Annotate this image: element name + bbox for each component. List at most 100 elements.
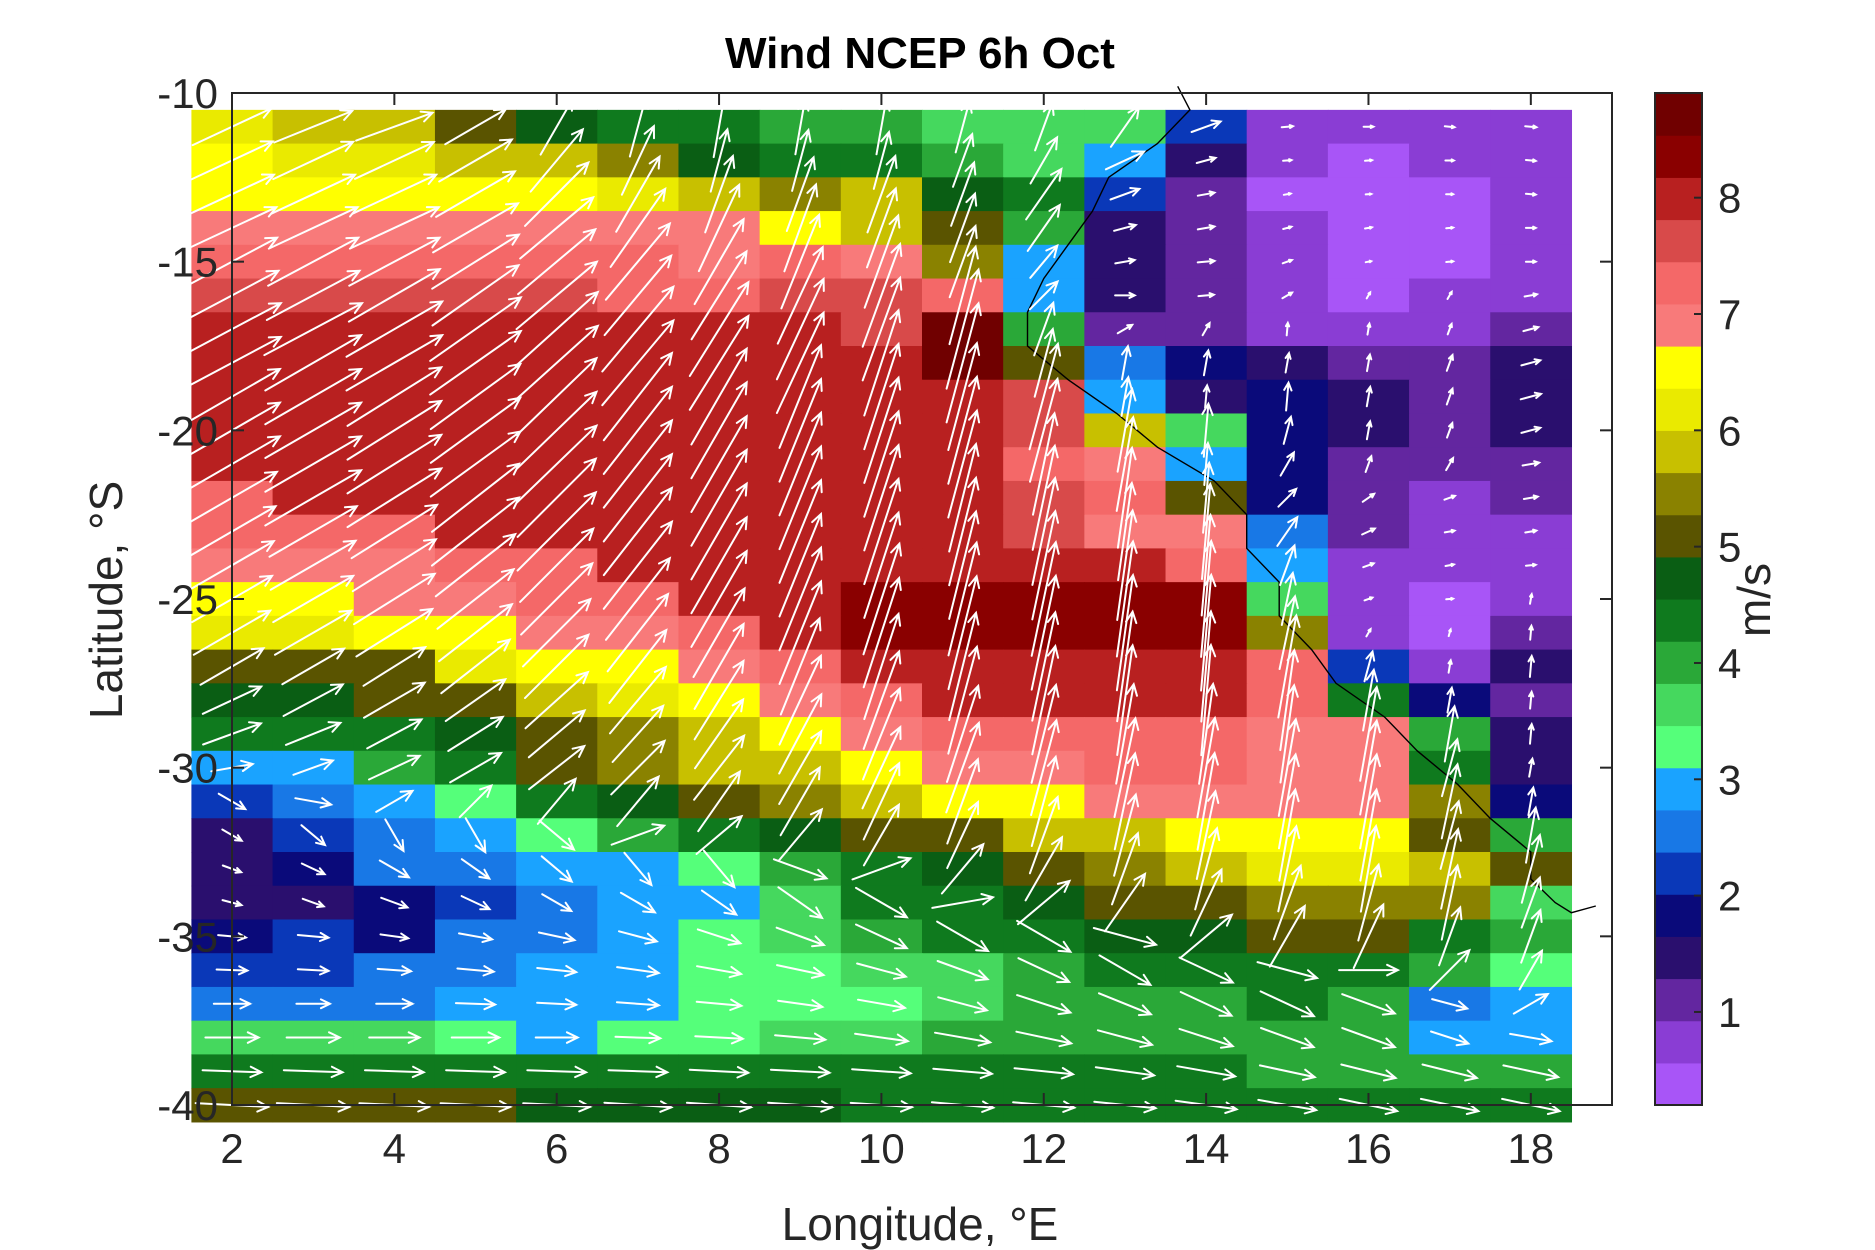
wind-arrow	[1016, 919, 1073, 953]
wind-arrow	[264, 435, 364, 493]
colorbar-tick-label: 1	[1718, 989, 1741, 1036]
wind-arrow	[1103, 872, 1147, 933]
wind-arrow	[281, 647, 347, 686]
wind-arrow	[620, 124, 655, 196]
wind-arrow	[440, 638, 512, 695]
wind-arrow	[444, 677, 508, 723]
wind-arrow	[1282, 158, 1294, 163]
wind-arrow	[1440, 826, 1462, 910]
wind-arrow	[866, 186, 898, 269]
wind-arrow	[776, 245, 824, 345]
wind-arrow	[346, 399, 444, 461]
wind-arrow	[1520, 358, 1543, 367]
wind-arrow	[454, 998, 498, 1011]
wind-arrow	[862, 575, 902, 689]
wind-arrow	[1094, 1066, 1157, 1080]
wind-arrow	[1364, 192, 1374, 196]
wind-arrow	[609, 187, 667, 268]
wind-arrow	[949, 191, 978, 264]
wind-arrow	[1201, 321, 1211, 337]
wind-arrow	[695, 998, 744, 1011]
wind-arrow	[1196, 715, 1220, 819]
wind-arrow	[1029, 243, 1059, 279]
wind-arrow	[1272, 863, 1303, 941]
wind-arrow	[1015, 1030, 1074, 1048]
wind-arrow	[520, 561, 594, 636]
wind-arrow	[866, 153, 898, 234]
wind-arrow	[872, 129, 893, 190]
y-tick-label: -30	[157, 745, 218, 792]
wind-arrow	[854, 1032, 911, 1046]
wind-arrow	[1117, 480, 1137, 582]
wind-arrow	[608, 628, 668, 704]
wind-arrow	[863, 375, 902, 484]
wind-arrow	[514, 324, 600, 401]
wind-arrow	[948, 475, 980, 587]
wind-arrow	[1280, 570, 1297, 626]
wind-arrow	[694, 697, 745, 770]
wind-arrow	[526, 1065, 589, 1079]
wind-arrow	[1527, 785, 1537, 817]
wind-arrow	[1109, 187, 1142, 201]
wind-arrow	[1446, 420, 1454, 439]
wind-arrow	[353, 572, 437, 626]
wind-arrow	[449, 751, 503, 784]
coastline-path	[1026, 85, 1596, 914]
colorbar-tick-label: 7	[1718, 291, 1741, 338]
wind-arrow	[1032, 411, 1059, 516]
wind-arrow	[946, 800, 980, 870]
wind-arrow	[354, 141, 436, 180]
wind-arrow	[948, 509, 980, 620]
wind-arrow	[863, 409, 902, 518]
wind-arrow	[778, 444, 823, 551]
wind-vectors	[182, 94, 1562, 1115]
wind-arrow	[346, 433, 444, 495]
wind-arrow	[948, 610, 980, 722]
wind-arrow	[778, 478, 823, 584]
y-tick-label: -15	[157, 239, 218, 286]
wind-arrow	[1113, 751, 1139, 851]
wind-arrow	[1528, 756, 1535, 778]
wind-arrow	[1527, 653, 1535, 678]
y-ticks: -40 -35 -30 -25 -20 -15 -10	[157, 70, 1612, 1129]
wind-arrow	[1030, 754, 1059, 847]
wind-arrow	[1445, 192, 1456, 197]
colorbar-band	[1655, 936, 1702, 980]
wind-arrow	[778, 376, 823, 483]
wind-arrow	[1364, 158, 1375, 163]
x-axis-label: Longitude, °E	[782, 1198, 1059, 1250]
wind-arrow	[1277, 487, 1298, 508]
wind-arrow	[862, 686, 902, 781]
wind-arrow	[693, 217, 745, 306]
wind-arrow	[1268, 903, 1306, 968]
wind-arrow	[1430, 1030, 1471, 1047]
wind-arrow	[429, 296, 523, 362]
wind-arrow	[1365, 290, 1372, 300]
wind-arrow	[1524, 124, 1539, 130]
wind-arrow	[1438, 905, 1463, 967]
wind-arrow	[272, 574, 356, 624]
wind-arrow	[1114, 291, 1137, 299]
wind-arrow	[355, 607, 435, 658]
wind-arrow	[524, 670, 590, 730]
wind-arrow	[282, 683, 345, 717]
wind-arrow	[603, 253, 673, 337]
wind-arrow	[1366, 352, 1373, 373]
wind-arrow	[855, 886, 909, 919]
wind-arrow	[1178, 1027, 1235, 1049]
wind-arrow	[602, 452, 674, 543]
wind-arrow	[1098, 992, 1154, 1017]
wind-arrow	[1113, 716, 1140, 818]
wind-arrow	[348, 206, 441, 250]
wind-arrow	[516, 457, 598, 538]
wind-arrow	[1278, 594, 1299, 670]
x-tick-label: 2	[220, 1125, 243, 1172]
wind-arrow	[351, 538, 438, 593]
wind-arrow	[954, 98, 973, 154]
wind-arrow	[791, 127, 812, 192]
wind-arrow	[1113, 222, 1139, 232]
wind-arrow	[690, 346, 748, 446]
wind-arrow	[1519, 391, 1544, 401]
wind-arrow	[1200, 642, 1217, 757]
wind-arrow	[434, 532, 518, 598]
